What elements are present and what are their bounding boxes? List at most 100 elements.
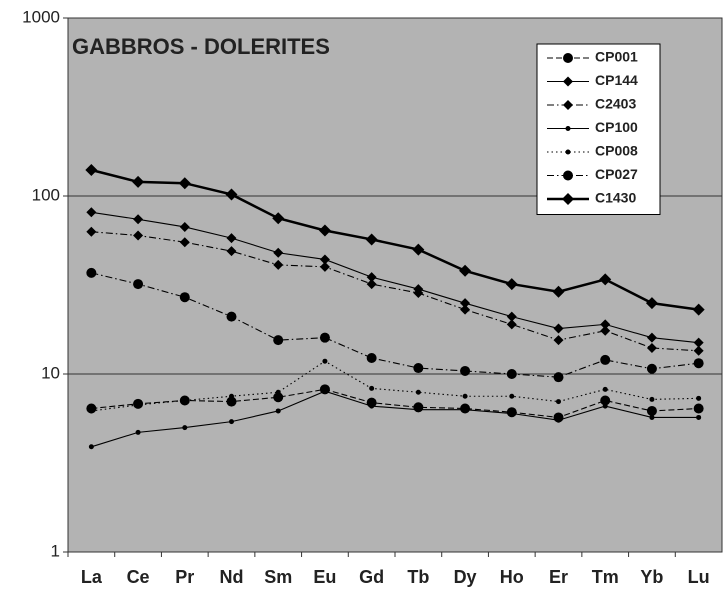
- marker: [415, 407, 421, 413]
- marker: [506, 369, 517, 379]
- marker: [179, 237, 190, 248]
- marker: [602, 403, 608, 409]
- x-tick-label: La: [81, 567, 103, 587]
- marker: [506, 319, 517, 330]
- marker: [318, 224, 331, 237]
- marker: [649, 396, 655, 402]
- legend-entry: C2403: [547, 96, 636, 112]
- marker: [556, 417, 561, 423]
- legend-label: CP144: [595, 72, 638, 88]
- marker: [133, 214, 144, 225]
- y-tick-label: 1: [51, 541, 60, 560]
- x-tick-label: Yb: [640, 567, 663, 587]
- x-tick-label: Sm: [264, 567, 292, 587]
- marker: [135, 429, 141, 435]
- legend-label: CP027: [595, 166, 638, 182]
- series-line: [91, 272, 699, 378]
- marker: [600, 395, 611, 406]
- marker: [509, 410, 515, 416]
- x-tick-label: Pr: [175, 567, 194, 587]
- marker: [505, 278, 518, 291]
- marker: [600, 319, 611, 330]
- marker: [553, 323, 564, 334]
- legend-label: CP100: [595, 119, 638, 135]
- marker: [273, 259, 284, 270]
- marker: [646, 405, 657, 416]
- marker: [565, 126, 571, 131]
- marker: [85, 163, 98, 176]
- legend-box: [536, 43, 661, 215]
- marker: [460, 304, 471, 315]
- marker: [646, 363, 657, 374]
- marker: [645, 297, 658, 310]
- y-tick-label: 1000: [22, 7, 60, 26]
- y-tick-label: 100: [32, 185, 60, 204]
- marker: [563, 76, 573, 87]
- x-tick-label: Dy: [454, 567, 477, 587]
- series-line: [91, 388, 699, 419]
- x-tick-label: Er: [549, 567, 568, 587]
- marker: [646, 342, 657, 353]
- marker: [319, 332, 330, 343]
- legend-entry: CP027: [547, 166, 638, 182]
- x-tick-label: Tm: [592, 567, 619, 587]
- x-tick-label: Lu: [688, 567, 710, 587]
- marker: [86, 267, 97, 278]
- marker: [273, 247, 284, 258]
- x-tick-label: Ho: [500, 567, 524, 587]
- marker: [369, 403, 375, 409]
- y-tick-label: 10: [41, 363, 60, 382]
- marker: [226, 311, 237, 322]
- legend-entry: CP008: [547, 143, 638, 159]
- marker: [460, 298, 471, 309]
- marker: [509, 393, 515, 399]
- marker: [563, 100, 573, 110]
- marker: [413, 288, 424, 299]
- legend-label: C2403: [595, 96, 636, 112]
- marker: [88, 444, 94, 450]
- marker: [556, 399, 561, 405]
- marker: [135, 402, 141, 408]
- marker: [693, 358, 704, 369]
- marker: [459, 264, 472, 277]
- x-tick-label: Ce: [127, 567, 150, 587]
- series-line: [91, 231, 699, 352]
- marker: [696, 414, 702, 420]
- marker: [226, 396, 237, 407]
- marker: [226, 246, 237, 257]
- marker: [86, 207, 97, 218]
- marker: [225, 188, 238, 201]
- marker: [600, 325, 611, 336]
- marker: [649, 414, 655, 420]
- marker: [226, 233, 237, 244]
- marker: [693, 337, 704, 348]
- legend-entry: CP144: [547, 72, 638, 88]
- marker: [273, 392, 284, 403]
- series-line: [91, 211, 699, 344]
- marker: [692, 303, 705, 316]
- marker: [182, 397, 188, 403]
- chart-title: GABBROS - DOLERITES: [72, 34, 330, 59]
- marker: [322, 388, 328, 394]
- marker: [415, 389, 421, 395]
- marker: [275, 389, 281, 395]
- legend-label: CP008: [595, 143, 638, 159]
- marker: [229, 419, 234, 425]
- marker: [462, 407, 468, 413]
- marker: [696, 395, 702, 401]
- marker: [563, 53, 573, 63]
- marker: [413, 363, 424, 374]
- marker: [693, 403, 704, 414]
- marker: [553, 372, 564, 383]
- marker: [366, 272, 377, 283]
- marker: [229, 393, 234, 399]
- legend-entry: CP100: [547, 119, 638, 135]
- x-tick-label: Nd: [220, 567, 244, 587]
- marker: [552, 285, 565, 298]
- x-tick-label: Gd: [359, 567, 384, 587]
- legend-entry: C1430: [547, 190, 636, 206]
- legend-entry: CP001: [547, 49, 638, 65]
- marker: [460, 365, 471, 376]
- marker: [693, 345, 704, 356]
